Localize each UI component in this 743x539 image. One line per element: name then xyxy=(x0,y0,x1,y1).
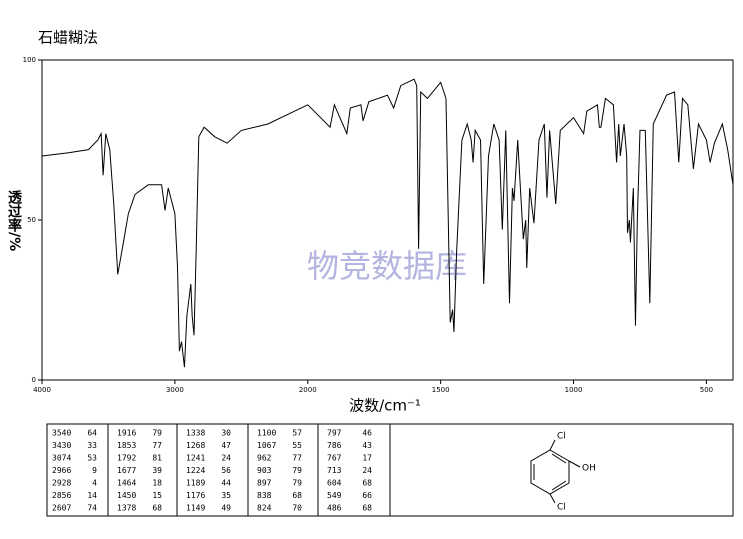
peak-wavenumber: 1853 xyxy=(117,441,136,450)
peak-transmittance: 4 xyxy=(92,479,97,488)
peak-wavenumber: 1464 xyxy=(117,479,136,488)
peak-wavenumber: 1338 xyxy=(186,429,205,438)
structure xyxy=(530,439,581,504)
peak-transmittance: 33 xyxy=(87,441,97,450)
peak-transmittance: 17 xyxy=(362,454,372,463)
x-tick-label: 1500 xyxy=(432,386,450,394)
peak-transmittance: 44 xyxy=(221,479,231,488)
x-tick-label: 500 xyxy=(700,386,713,394)
peak-wavenumber: 797 xyxy=(327,429,342,438)
peak-wavenumber: 549 xyxy=(327,491,342,500)
peak-transmittance: 64 xyxy=(87,429,97,438)
y-tick-label: 100 xyxy=(23,56,36,64)
x-axis-label: 波数/cm⁻¹ xyxy=(349,397,421,415)
benzene-ring xyxy=(530,449,570,495)
double-bond xyxy=(551,480,567,491)
peak-transmittance: 39 xyxy=(152,466,162,475)
peak-transmittance: 68 xyxy=(362,504,372,513)
peak-transmittance: 79 xyxy=(152,429,162,438)
peak-wavenumber: 1224 xyxy=(186,466,205,475)
peak-wavenumber: 1176 xyxy=(186,491,205,500)
peak-transmittance: 68 xyxy=(362,479,372,488)
peak-transmittance: 74 xyxy=(87,504,97,513)
peak-wavenumber: 1149 xyxy=(186,504,205,513)
peak-transmittance: 66 xyxy=(362,491,372,500)
peak-transmittance: 81 xyxy=(152,454,162,463)
peak-transmittance: 77 xyxy=(292,454,302,463)
peak-wavenumber: 1677 xyxy=(117,466,136,475)
x-tick-label: 3000 xyxy=(166,386,184,394)
peak-wavenumber: 1241 xyxy=(186,454,205,463)
peak-transmittance: 79 xyxy=(292,479,302,488)
peak-transmittance: 77 xyxy=(152,441,162,450)
peak-wavenumber: 1189 xyxy=(186,479,205,488)
peak-transmittance: 68 xyxy=(152,504,162,513)
peak-transmittance: 14 xyxy=(87,491,97,500)
peak-transmittance: 30 xyxy=(221,429,231,438)
peak-transmittance: 53 xyxy=(87,454,97,463)
peak-wavenumber: 1792 xyxy=(117,454,136,463)
spectrum-line xyxy=(41,78,734,368)
peak-wavenumber: 2856 xyxy=(52,491,71,500)
peak-transmittance: 70 xyxy=(292,504,302,513)
double-bond xyxy=(551,453,567,464)
y-tick-label: 50 xyxy=(27,216,36,224)
peak-wavenumber: 897 xyxy=(257,479,272,488)
peak-transmittance: 79 xyxy=(292,466,302,475)
peak-wavenumber: 604 xyxy=(327,479,342,488)
peak-wavenumber: 713 xyxy=(327,466,342,475)
peak-wavenumber: 767 xyxy=(327,454,342,463)
peak-wavenumber: 1100 xyxy=(257,429,276,438)
peak-wavenumber: 3074 xyxy=(52,454,71,463)
peak-wavenumber: 3430 xyxy=(52,441,71,450)
x-tick-label: 2000 xyxy=(299,386,317,394)
peak-wavenumber: 2966 xyxy=(52,466,71,475)
peak-wavenumber: 903 xyxy=(257,466,272,475)
peak-transmittance: 56 xyxy=(221,466,231,475)
x-tick-label: 4000 xyxy=(33,386,51,394)
peak-transmittance: 43 xyxy=(362,441,372,450)
atom-label: Cl xyxy=(557,503,566,513)
bond xyxy=(549,493,556,504)
peak-wavenumber: 786 xyxy=(327,441,342,450)
peak-transmittance: 47 xyxy=(221,441,231,450)
peak-wavenumber: 2607 xyxy=(52,504,71,513)
peak-wavenumber: 962 xyxy=(257,454,272,463)
peak-transmittance: 68 xyxy=(292,491,302,500)
bond xyxy=(568,460,581,468)
peak-transmittance: 15 xyxy=(152,491,162,500)
chart-title: 石蜡糊法 xyxy=(38,29,98,47)
peak-transmittance: 57 xyxy=(292,429,302,438)
peak-wavenumber: 1067 xyxy=(257,441,276,450)
peak-wavenumber: 1378 xyxy=(117,504,136,513)
peak-wavenumber: 2928 xyxy=(52,479,71,488)
y-tick-label: 0 xyxy=(32,376,36,384)
peak-wavenumber: 3540 xyxy=(52,429,71,438)
y-axis-label: 透过率/% xyxy=(6,190,22,251)
watermark: 物竞数据库 xyxy=(307,247,467,285)
peak-transmittance: 35 xyxy=(221,491,231,500)
atom-label: OH xyxy=(582,464,596,474)
x-tick-label: 1000 xyxy=(565,386,583,394)
peak-transmittance: 46 xyxy=(362,429,372,438)
peak-transmittance: 55 xyxy=(292,441,302,450)
peak-transmittance: 9 xyxy=(92,466,97,475)
peak-wavenumber: 486 xyxy=(327,504,342,513)
peak-wavenumber: 1916 xyxy=(117,429,136,438)
peak-wavenumber: 1268 xyxy=(186,441,205,450)
peak-wavenumber: 838 xyxy=(257,491,272,500)
peak-wavenumber: 824 xyxy=(257,504,272,513)
peak-transmittance: 49 xyxy=(221,504,231,513)
peak-transmittance: 24 xyxy=(221,454,231,463)
peak-wavenumber: 1450 xyxy=(117,491,136,500)
peak-transmittance: 24 xyxy=(362,466,372,475)
peak-transmittance: 18 xyxy=(152,479,162,488)
bond xyxy=(549,439,556,451)
atom-label: Cl xyxy=(557,432,566,442)
